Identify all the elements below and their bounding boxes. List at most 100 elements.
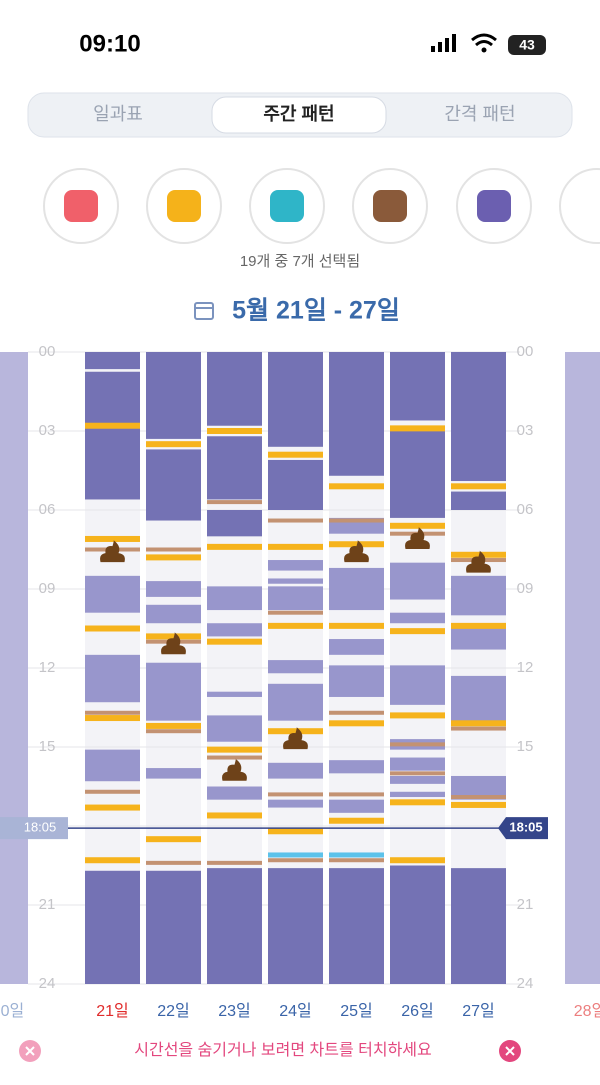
day-label[interactable]: 22일: [157, 1002, 190, 1020]
nap: [329, 567, 384, 611]
next-day-label: 28일: [574, 1002, 600, 1020]
y-tick-label: 03: [517, 422, 534, 439]
diaper-event: [146, 547, 201, 552]
night-sleep: [451, 491, 506, 510]
diaper-event: [85, 789, 140, 794]
diaper-event: [329, 518, 384, 523]
calendar-icon: [194, 302, 214, 320]
night-sleep: [85, 870, 140, 984]
nap: [329, 665, 384, 697]
feed-event: [207, 543, 262, 550]
day-label[interactable]: 24일: [279, 1002, 312, 1020]
night-sleep: [85, 352, 140, 370]
activity-icon: [167, 190, 201, 222]
night-sleep: [451, 868, 506, 984]
feed-event: [85, 857, 140, 864]
feed-event: [390, 857, 445, 864]
night-sleep: [268, 352, 323, 447]
close-left-x: [25, 1046, 35, 1056]
night-sleep: [390, 428, 445, 518]
feed-event: [329, 541, 384, 548]
nap: [85, 749, 140, 782]
nap: [329, 639, 384, 655]
feed-event: [451, 720, 506, 727]
tab[interactable]: 주간 패턴: [263, 104, 334, 124]
feed-event: [268, 543, 323, 550]
feed-event: [146, 554, 201, 561]
feed-event: [329, 483, 384, 490]
poop-event: [405, 526, 430, 549]
tab[interactable]: 일과표: [93, 104, 143, 124]
activity-filter[interactable]: [559, 168, 600, 244]
feed-event: [85, 422, 140, 429]
feed-event: [268, 828, 323, 835]
nap: [390, 612, 445, 624]
feed-event: [268, 728, 323, 735]
day-label[interactable]: 26일: [401, 1002, 434, 1020]
y-tick-label: 24: [39, 975, 56, 992]
bath-event: [329, 852, 384, 858]
diaper-event: [207, 500, 262, 505]
diaper-event: [268, 858, 323, 863]
nap: [207, 691, 262, 697]
poop-event: [100, 540, 125, 563]
nap: [268, 660, 323, 674]
date-range[interactable]: 5월 21일 - 27일: [232, 297, 400, 325]
current-time-badge: [0, 817, 68, 840]
feed-event: [451, 622, 506, 629]
night-sleep: [207, 352, 262, 426]
day-label[interactable]: 21일: [96, 1002, 129, 1020]
day-label[interactable]: 23일: [218, 1002, 251, 1020]
signal: [431, 34, 456, 52]
feed-event: [390, 425, 445, 432]
y-tick-label: 00: [39, 343, 56, 360]
feed-event: [207, 812, 262, 819]
nap: [451, 775, 506, 800]
poop-event: [283, 726, 308, 750]
diaper-event: [451, 795, 506, 800]
nap: [390, 775, 445, 784]
feed-event: [146, 722, 201, 729]
diaper-event: [390, 771, 445, 776]
diaper-event: [329, 858, 384, 863]
feed-event: [451, 551, 506, 558]
activity-icon: [373, 190, 407, 222]
nap: [146, 604, 201, 624]
feed-event: [85, 715, 140, 722]
diaper-event: [268, 792, 323, 797]
feed-event: [390, 628, 445, 635]
tab[interactable]: 간격 패턴: [444, 104, 515, 124]
battery: [508, 35, 546, 55]
feed-event: [329, 720, 384, 727]
nap: [329, 760, 384, 774]
next-column: [565, 352, 600, 984]
diaper-event: [146, 860, 201, 865]
nap: [268, 578, 323, 584]
night-sleep: [451, 352, 506, 482]
nap: [451, 575, 506, 616]
y-tick-label: 06: [39, 501, 56, 518]
feed-event: [85, 535, 140, 542]
bath-event: [268, 852, 323, 858]
y-tick-label: 15: [39, 738, 56, 755]
diaper-event: [146, 729, 201, 734]
hint-text: 시간선을 숨기거나 보려면 차트를 터치하세요: [134, 1041, 431, 1059]
day-label[interactable]: 25일: [340, 1002, 373, 1020]
nap: [268, 683, 323, 721]
feed-event: [207, 638, 262, 645]
activity-icon: [477, 190, 511, 222]
nap: [207, 586, 262, 611]
day-label[interactable]: 27일: [462, 1002, 495, 1020]
nap: [268, 799, 323, 808]
y-tick-label: 03: [39, 422, 56, 439]
feed-event: [146, 836, 201, 843]
feed-event: [329, 622, 384, 629]
diaper-event: [207, 860, 262, 865]
close-right-x: [505, 1046, 515, 1056]
nap: [329, 799, 384, 813]
tab-selected-bg: [211, 96, 387, 134]
feed-event: [268, 622, 323, 629]
wifi-dot: [481, 47, 487, 53]
feed-event: [85, 625, 140, 632]
feed-event: [85, 804, 140, 811]
